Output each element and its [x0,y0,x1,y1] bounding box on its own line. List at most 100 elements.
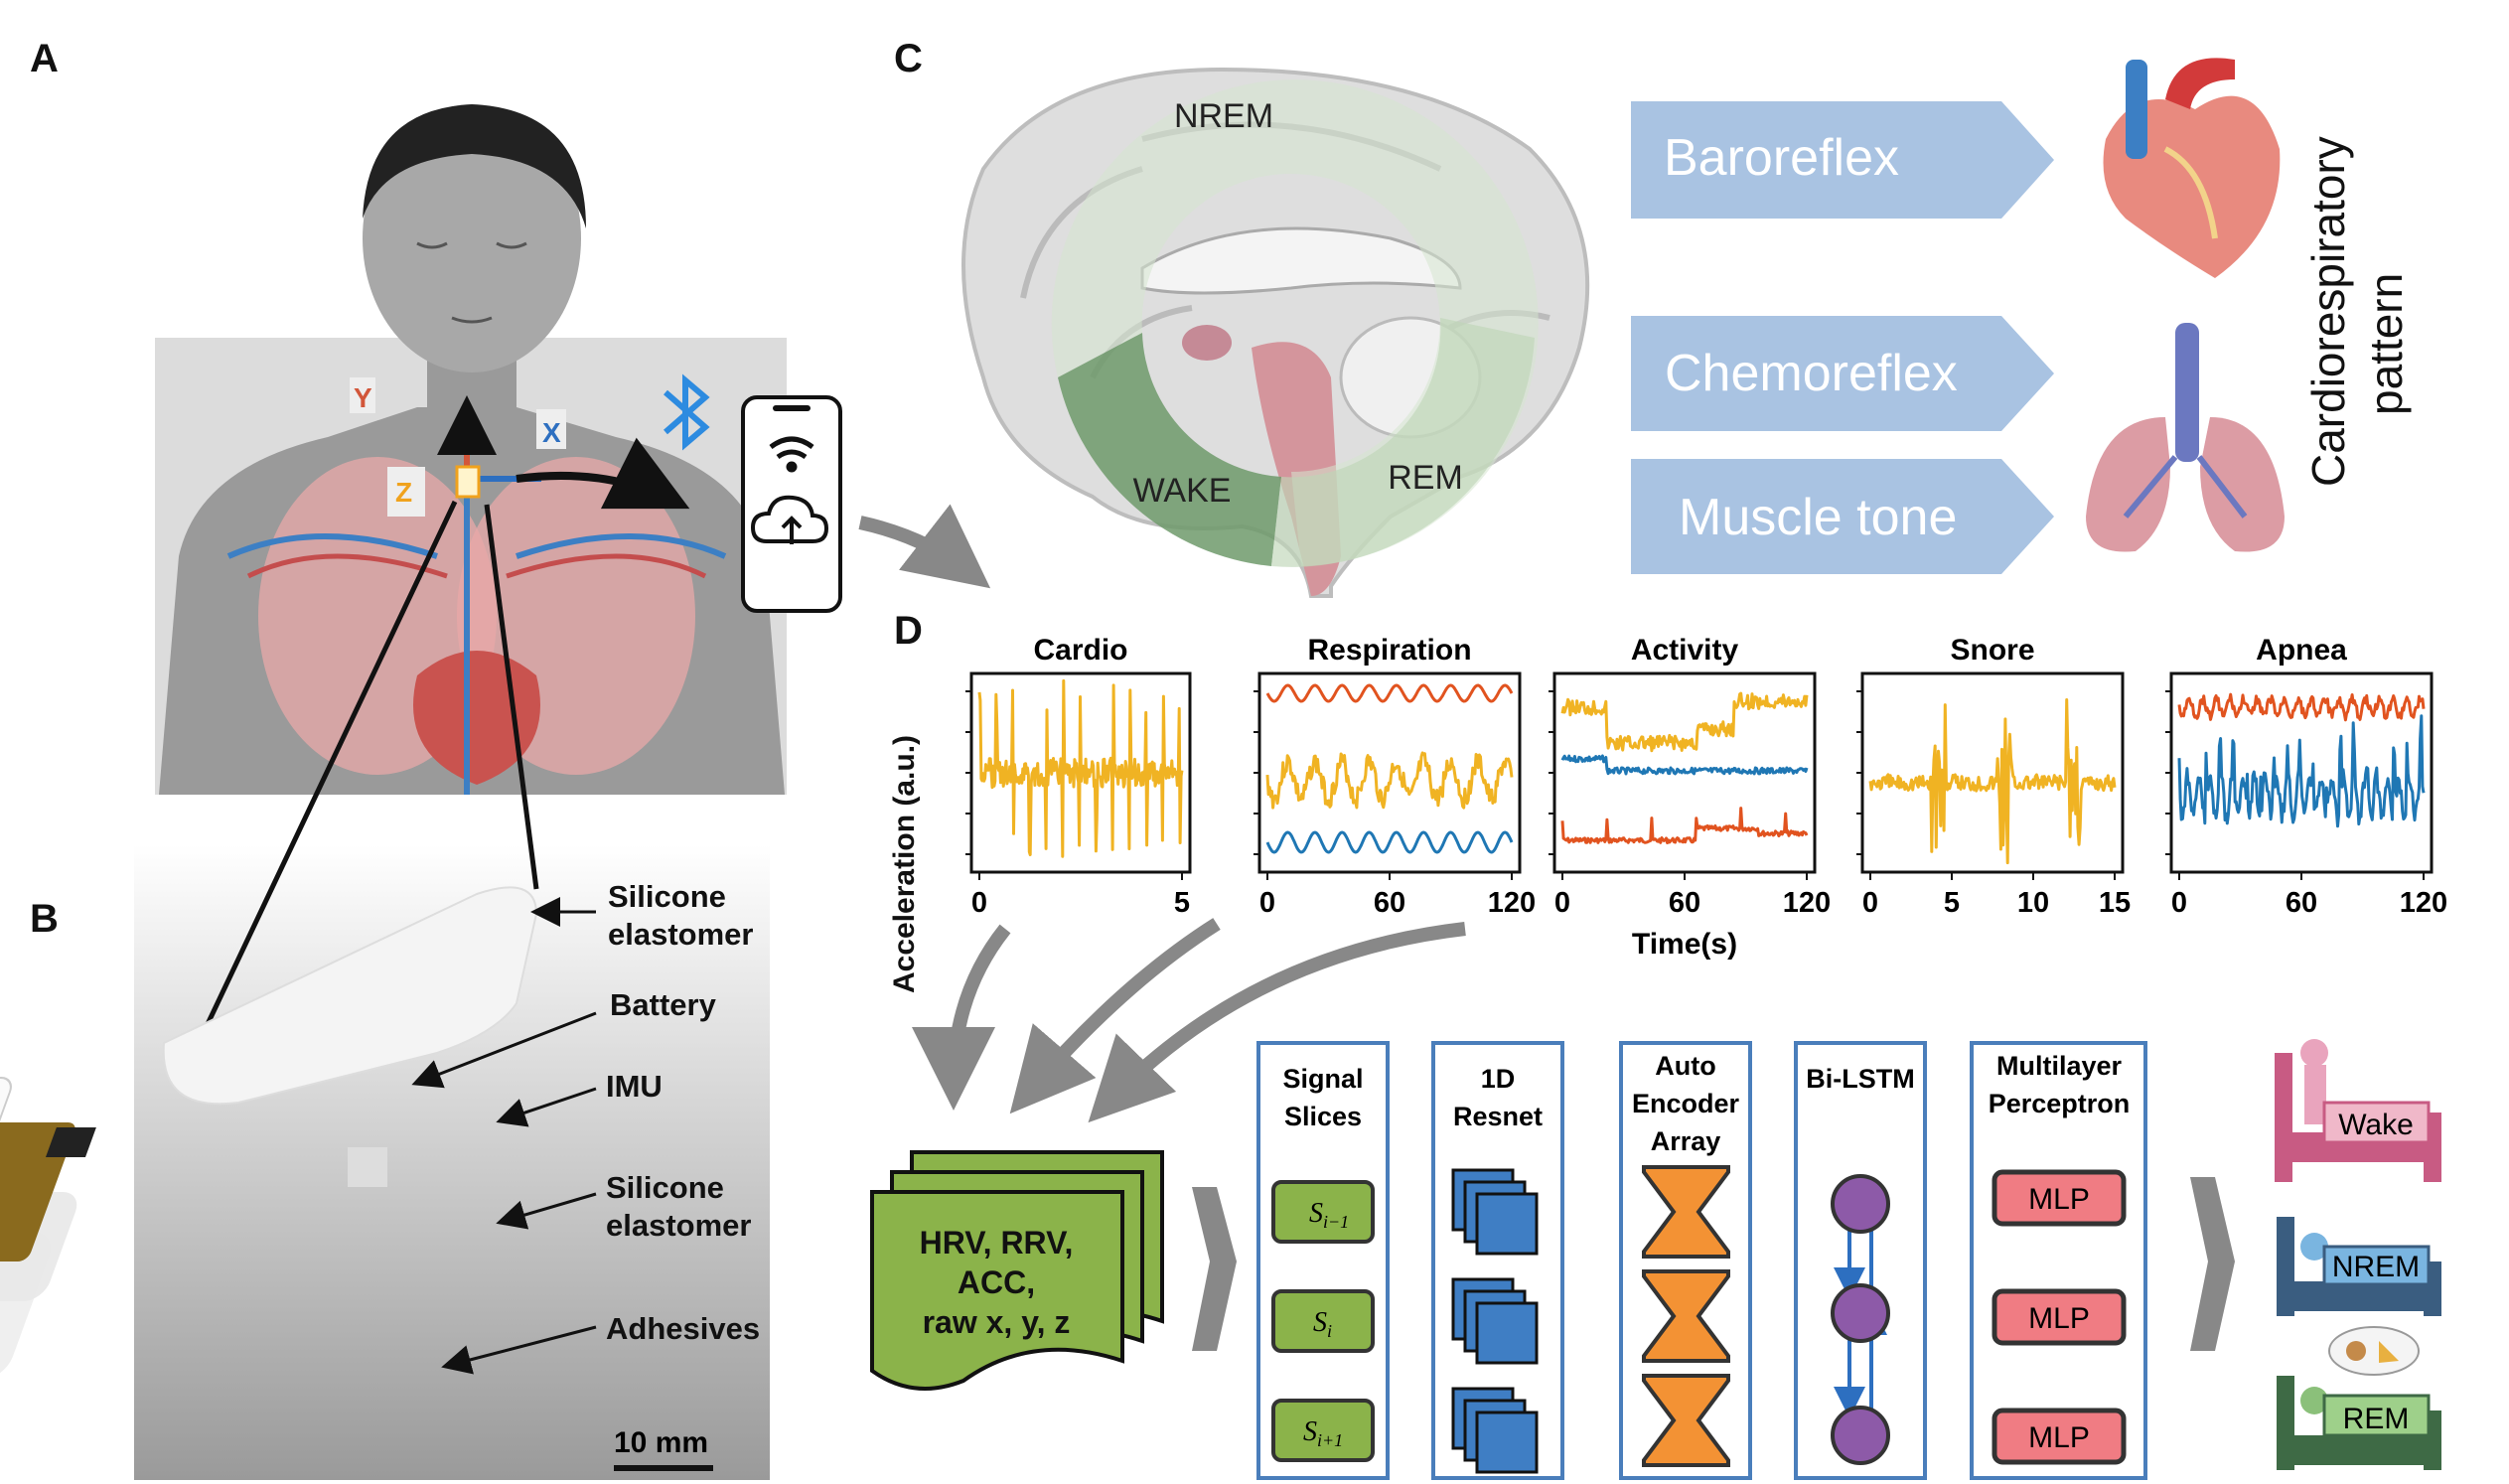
series-line-2 [1265,830,1514,854]
series-line-2 [1560,807,1809,844]
slice-i-plus-1 [1271,1399,1375,1462]
part-label-elastomer-top: Silicone elastomer [608,879,753,952]
cardio-pattern-label: Cardiorespiratory pattern [2302,136,2412,487]
reflex-label-muscle-tone: Muscle tone [1679,489,1957,546]
chart-4: Apnea 0 60 120 [2165,634,2447,919]
mlp-label-3: MLP [2028,1421,2090,1454]
slice-i [1271,1289,1375,1353]
rem-bed-icon: REM [2277,1326,2441,1470]
chart-title: Respiration [1307,634,1471,667]
slices-title-2: Slices [1284,1102,1362,1131]
mlp-items: MLP MLP MLP [1992,1169,2127,1465]
device-exploded-view: 10 mm Silicone elastomer Battery IMU Sili… [0,500,770,1480]
reflex-label-baroreflex: Baroreflex [1664,129,1899,187]
x-tick-label: 10 [2017,887,2049,919]
x-tick-label: 0 [2171,887,2187,919]
x-tick-label: 120 [2400,887,2447,919]
slices-box [1256,1041,1390,1480]
series-line-0 [1265,683,1514,703]
series-line-1 [1265,751,1514,810]
chart-frame [1860,671,2125,874]
part-label-elastomer-bottom: Silicone elastomer [606,1170,751,1243]
lstm-node-3 [1831,1406,1890,1465]
bluetooth-icon [664,373,710,451]
stage-label-nrem: NREM [1174,97,1273,135]
x-tick-label: 0 [971,887,987,919]
part-pointer-arrows [411,897,597,1375]
autoencoder-box [1619,1041,1752,1480]
resnet-blocks [1451,1168,1539,1474]
x-tick-label: 5 [1174,887,1190,919]
axis-label-z: Z [395,477,412,508]
resnet-box [1431,1041,1564,1480]
panel-label-b: B [30,897,59,941]
autoencoder-block-3 [1642,1374,1730,1467]
chip-icon [348,1147,387,1187]
slice-label-0: Si−1 [1309,1198,1349,1232]
feature-stack: HRV, RRV, ACC, raw x, y, z [870,1150,1164,1391]
stage-label-rem: REM [1388,459,1463,497]
reflex-label-chemoreflex: Chemoreflex [1665,345,1958,402]
y-axis-title: Acceleration (a.u.) [888,735,921,993]
wake-bed-icon: Wake [2275,1039,2441,1182]
ring-rem [1271,318,1535,567]
battery-icon [0,1077,12,1153]
x-tick-label: 120 [1488,887,1536,919]
series-line-0 [2177,692,2426,722]
series-line-0 [1868,698,2117,865]
output-label-rem: REM [2343,1403,2410,1435]
mlp-block-2 [1992,1288,2127,1346]
panel-label-d: D [894,609,923,653]
transmit-arrow [516,437,690,510]
x-tick-label: 0 [1862,887,1878,919]
feature-line-3: raw x, y, z [923,1304,1071,1340]
part-label-battery: Battery [610,987,717,1022]
x-tick-label: 60 [1374,887,1405,919]
feature-card [870,1190,1124,1391]
axis-label-y: Y [354,382,372,413]
autoencoder-blocks [1642,1165,1730,1467]
feature-line-1: HRV, RRV, [920,1225,1074,1261]
resnet-block-3 [1451,1387,1539,1474]
chart-title: Cardio [1033,634,1127,667]
output-label-wake: Wake [2338,1109,2414,1141]
output-label-nrem: NREM [2332,1251,2420,1283]
callout-line-left [196,500,458,1045]
mlp-block-3 [1992,1408,2127,1465]
series-line-0 [977,678,1184,858]
reflex-arrows: Baroreflex Chemoreflex Muscle tone [1631,101,2054,574]
ring-wake [1058,333,1281,566]
slices-title-1: Signal [1282,1064,1363,1094]
slice-label-1: Si [1313,1307,1332,1341]
slice-label-2: Si+1 [1303,1416,1343,1450]
lstm-node-2 [1831,1283,1890,1343]
x-tick-label: 60 [1669,887,1700,919]
mlp-block-1 [1992,1169,2127,1227]
sensor-icon [455,465,481,499]
slice-i-minus-1 [1271,1180,1375,1244]
reflex-chemoreflex [1631,316,2054,431]
chart-1: Respiration 0 60 120 [1254,634,1536,919]
reflex-muscle-tone [1631,459,2054,574]
feature-line-2: ACC, [958,1264,1035,1300]
lstm-node-1 [1831,1174,1890,1234]
resnet-title-1: 1D [1481,1064,1516,1094]
lstm-title: Bi-LSTM [1806,1064,1914,1094]
x-tick-label: 15 [2099,887,2131,919]
chart-title: Apnea [2256,634,2347,667]
x-tick-label: 60 [2286,887,2317,919]
chart-title: Snore [1950,634,2034,667]
mlp-label-2: MLP [2028,1302,2090,1335]
series-line-1 [1560,754,1809,776]
x-tick-label: 0 [1259,887,1275,919]
chart-0: Cardio 0 5 [965,634,1192,919]
elastomer-top-icon [162,886,538,1106]
pipeline: Signal Slices Si−1 Si Si+1 1D Resnet Aut… [1256,1041,2147,1480]
axis-label-x: X [542,417,561,448]
dream-bubble-icon [2328,1326,2420,1376]
mlp-title-1: Multilayer [1996,1051,2123,1081]
x-tick-label: 0 [1554,887,1570,919]
chart-2: Activity 0 60 120 Time(s) [1549,634,1831,961]
mlp-box [1970,1041,2147,1480]
